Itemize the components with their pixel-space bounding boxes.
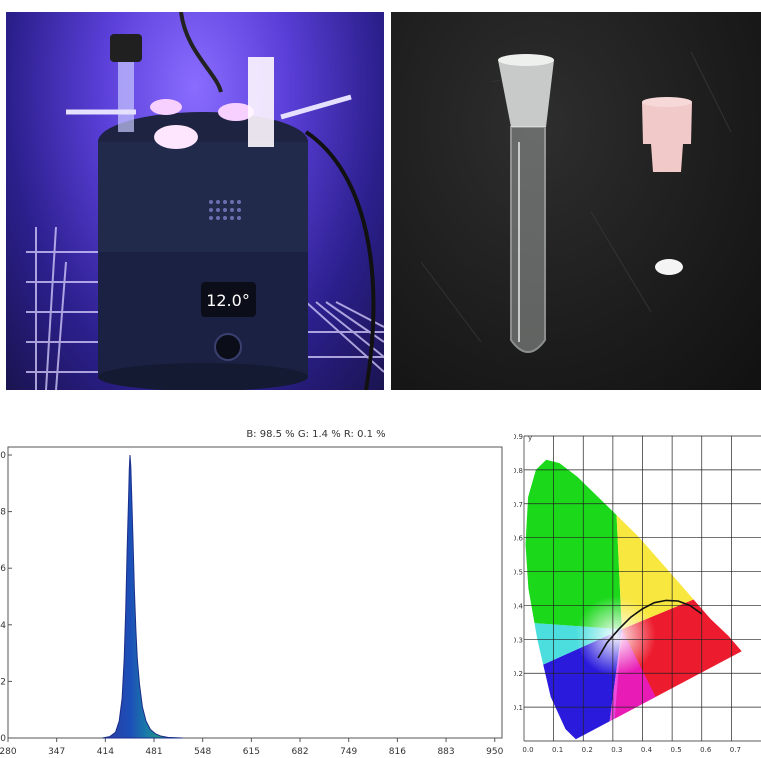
schlenk-tube-photo <box>391 12 761 390</box>
rgb-percentage-label: B: 98.5 % G: 1.4 % R: 0.1 % <box>246 429 385 440</box>
y-tick-label: .8 <box>0 508 6 518</box>
y-tick-label: 0.1 <box>514 704 523 712</box>
emission-spectrum-chart: B: 98.5 % G: 1.4 % R: 0.1 % 0 .2 .4 .6 .8 1.0… <box>0 426 510 758</box>
x-axis-ticks: 0.0 0.1 0.2 0.3 0.4 0.5 0.6 0.7 <box>522 746 741 754</box>
y-tick-label: 0.4 <box>514 602 524 610</box>
x-tick-label: 816 <box>389 747 406 757</box>
tube-illustration <box>420 51 732 353</box>
vent-grille <box>209 200 241 220</box>
y-tick-label: .2 <box>0 677 6 687</box>
x-tick-label: 414 <box>97 747 114 757</box>
y-axis-ticks: 0.1 0.2 0.3 0.4 0.5 0.6 0.7 0.8 0.9 <box>514 433 524 712</box>
reaction-tube <box>248 57 274 147</box>
y-axis-label: y <box>528 434 532 442</box>
septum-cap <box>110 34 142 62</box>
x-tick-label: 0.2 <box>582 746 593 754</box>
plot-frame <box>7 446 503 739</box>
side-arm <box>280 94 352 120</box>
y-tick-label: 1.0 <box>0 451 6 461</box>
x-tick-label: 280 <box>0 747 17 757</box>
rubber-stopper <box>642 102 692 172</box>
x-axis-ticks: 280 347 414 481 548 615 682 749 816 883 950 <box>0 738 504 757</box>
y-tick-label: 0.9 <box>514 433 523 441</box>
cable <box>304 130 376 390</box>
y-tick-label: 0.2 <box>514 670 523 678</box>
cie-chromaticity-chart: y 0.0 0.1 0.2 0.3 0.4 0.5 0.6 0.7 0.1 0.2 0.3 0.4 0… <box>514 426 761 758</box>
planckian-locus-curve <box>597 599 703 659</box>
x-tick-label: 615 <box>243 747 260 757</box>
y-tick-label: 0.8 <box>514 467 523 475</box>
y-axis-ticks: 0 .2 .4 .6 .8 1.0 <box>0 451 12 744</box>
y-tick-label: 0.3 <box>514 636 523 644</box>
x-tick-label: 0.5 <box>671 746 682 754</box>
x-tick-label: 347 <box>48 747 65 757</box>
x-tick-label: 481 <box>145 747 162 757</box>
reactor-upper-body <box>98 142 308 252</box>
x-tick-label: 682 <box>291 747 308 757</box>
y-tick-label: .6 <box>0 564 6 574</box>
spectrum-plot: B: 98.5 % G: 1.4 % R: 0.1 % 0 .2 .4 .6 .8 1.0… <box>0 429 504 757</box>
y-tick-label: .4 <box>0 621 6 631</box>
cable <box>179 12 223 93</box>
control-knob <box>214 333 242 361</box>
x-tick-label: 883 <box>437 747 454 757</box>
y-tick-label: 0.6 <box>514 535 524 543</box>
grid-lines <box>523 435 761 742</box>
x-tick-label: 548 <box>194 747 211 757</box>
y-tick-label: 0.7 <box>514 501 523 509</box>
x-tick-label: 0.7 <box>730 746 741 754</box>
led-well <box>154 125 198 149</box>
x-tick-label: 0.6 <box>700 746 712 754</box>
led-well <box>150 99 182 115</box>
temperature-display <box>201 282 256 317</box>
y-tick-label: 0 <box>0 734 6 744</box>
photoreactor-photo: 12.0° <box>6 12 384 390</box>
x-tick-label: 749 <box>340 747 357 757</box>
y-tick-label: 0.5 <box>514 569 523 577</box>
stir-bar <box>655 259 683 275</box>
photoreactor-illustration: 12.0° <box>26 12 384 390</box>
spectral-locus-fill <box>525 459 742 740</box>
reaction-tube <box>118 52 134 132</box>
x-tick-label: 0.3 <box>611 746 622 754</box>
glass-tube <box>510 126 546 353</box>
x-tick-label: 0.4 <box>641 746 653 754</box>
x-tick-label: 0.1 <box>552 746 563 754</box>
temperature-reading: 12.0° <box>206 291 250 310</box>
cie-plot: y 0.0 0.1 0.2 0.3 0.4 0.5 0.6 0.7 0.10.20.30.40… <box>514 433 761 754</box>
x-tick-label: 950 <box>486 747 503 757</box>
led-well <box>218 103 254 121</box>
ground-glass-joint <box>498 60 554 127</box>
emission-peak <box>102 454 183 739</box>
surface-scratch <box>420 51 732 343</box>
x-tick-label: 0.0 <box>522 746 533 754</box>
